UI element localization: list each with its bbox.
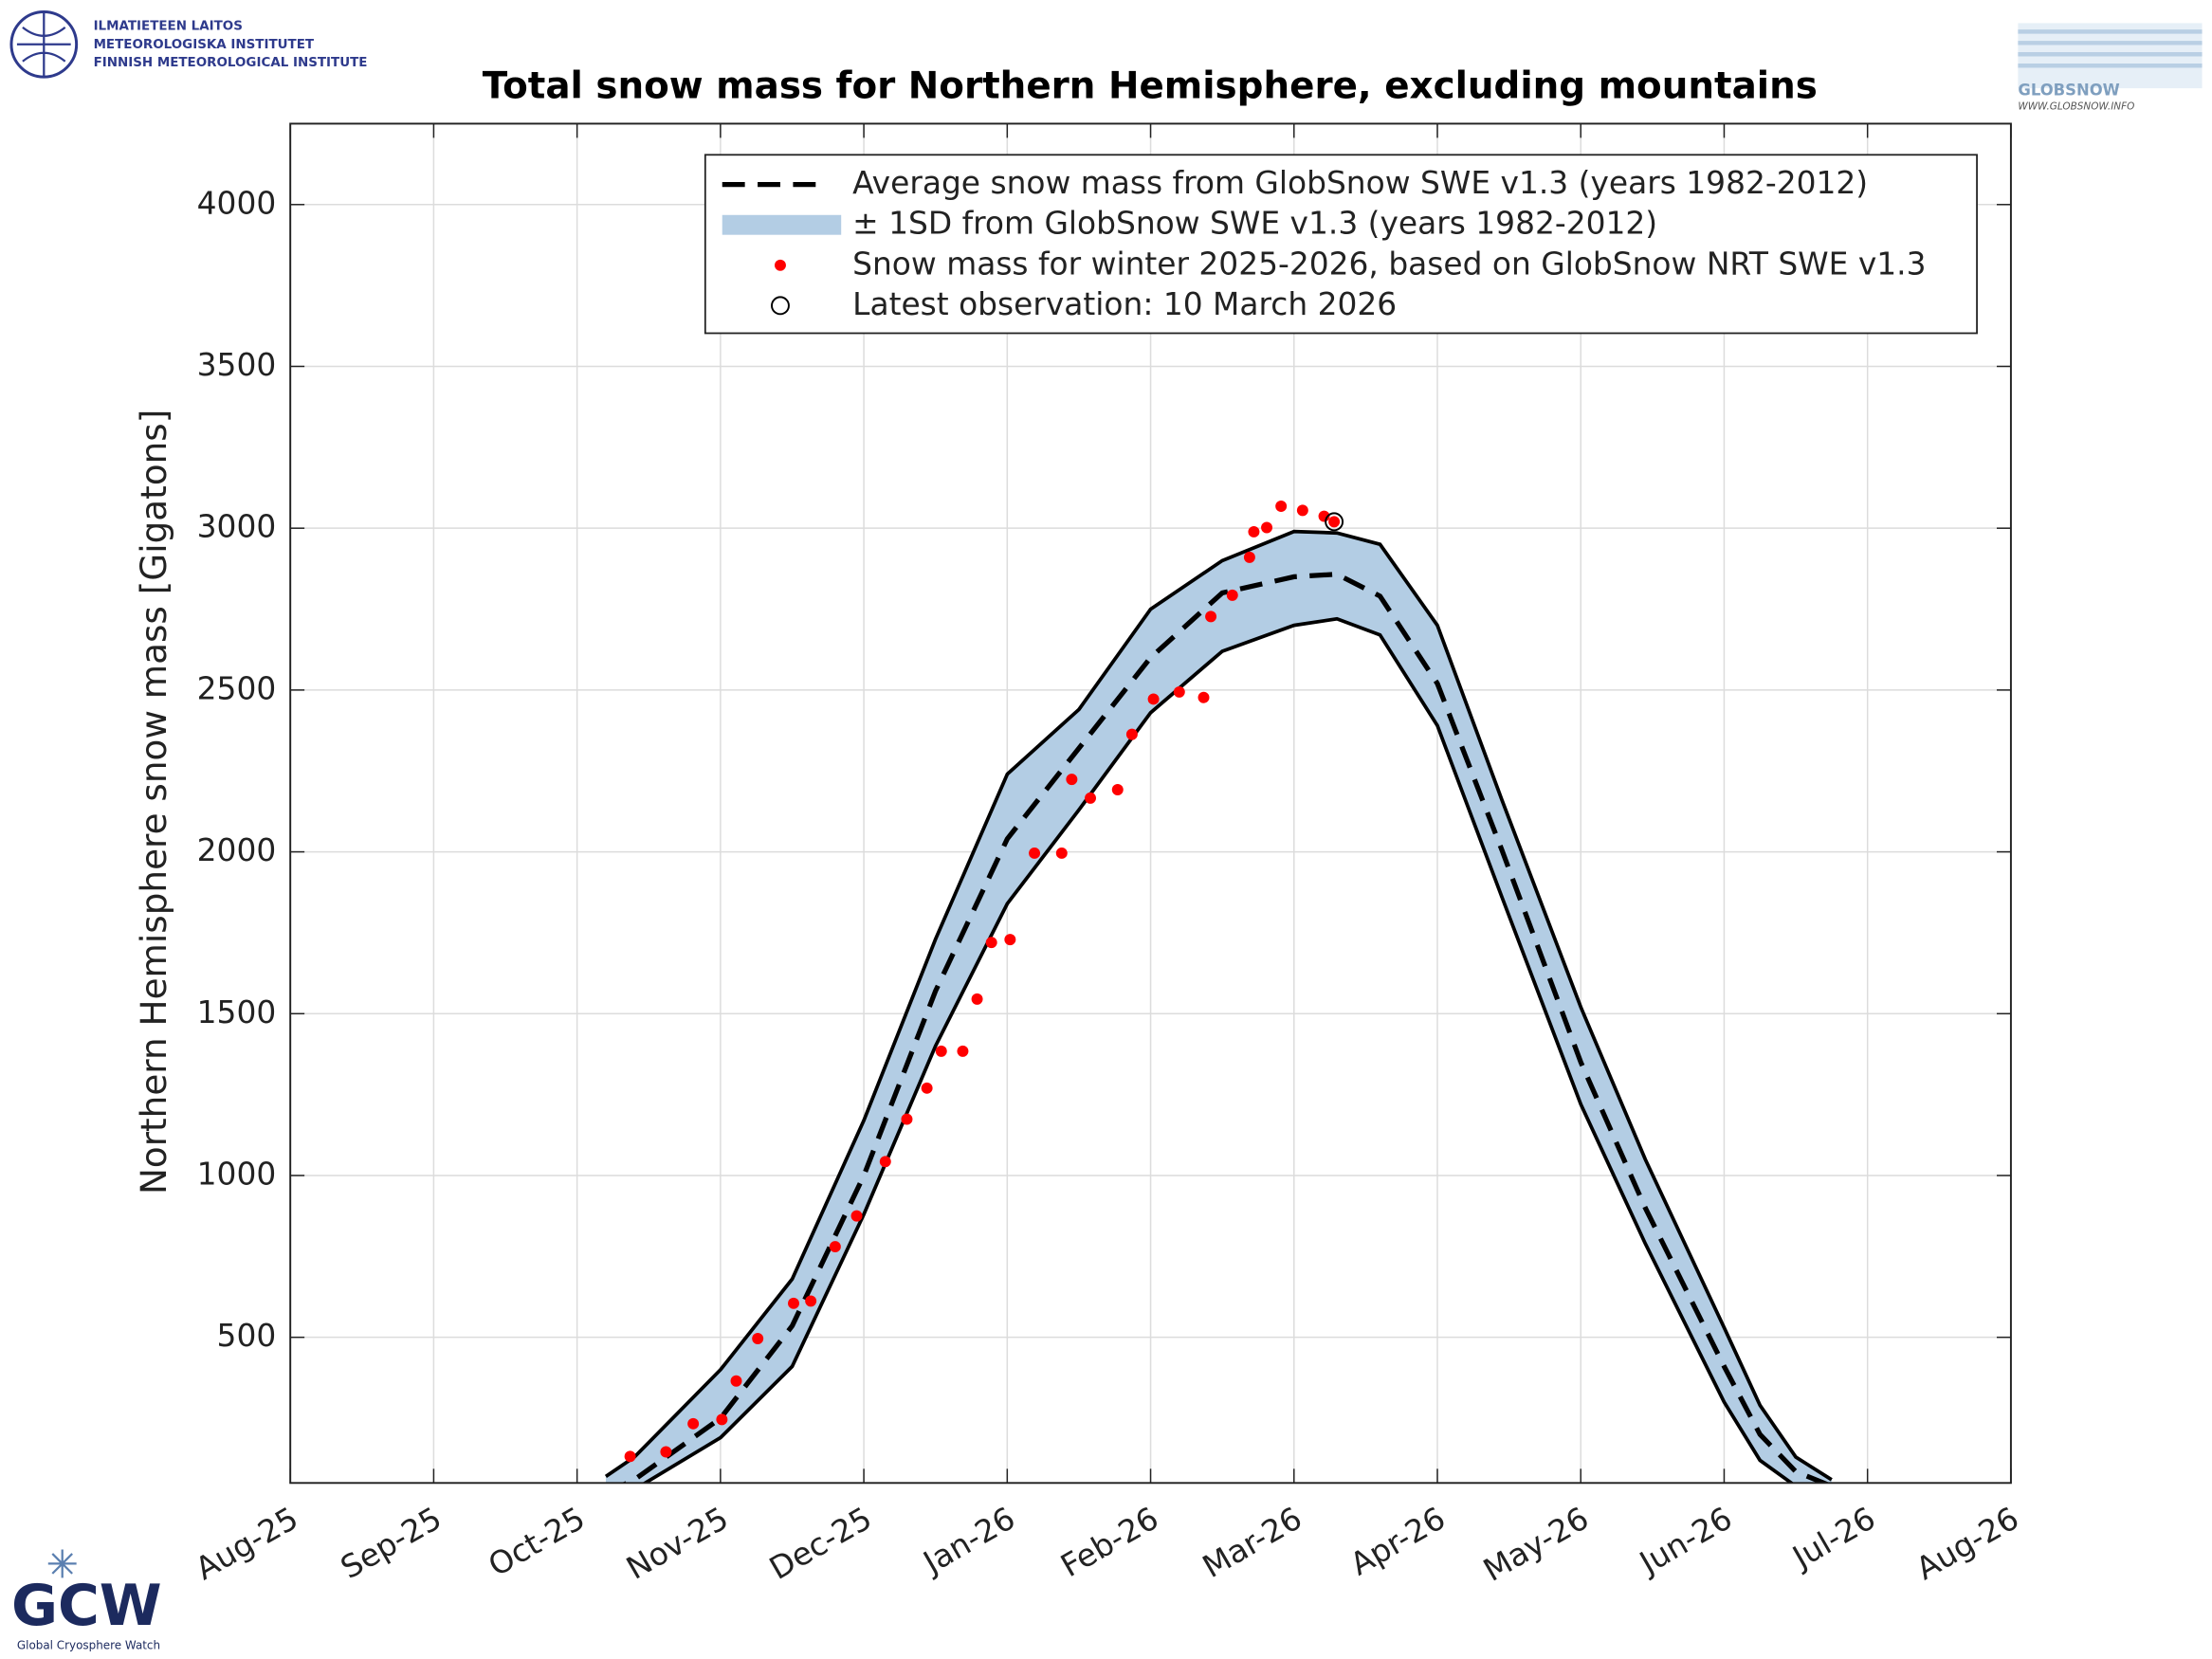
observation-point bbox=[879, 1156, 891, 1168]
sd-upper-line bbox=[604, 529, 1833, 1482]
observation-point bbox=[1261, 521, 1273, 534]
x-tick-label: Feb-26 bbox=[1054, 1500, 1164, 1584]
gcw-logo: GCW Global Cryosphere Watch bbox=[11, 1549, 162, 1652]
observation-point bbox=[805, 1295, 817, 1307]
observation-point bbox=[935, 1045, 947, 1057]
chart-title: Total snow mass for Northern Hemisphere,… bbox=[483, 65, 1818, 108]
sd-band bbox=[605, 531, 1832, 1484]
observation-point bbox=[687, 1417, 700, 1430]
observation-point bbox=[1147, 693, 1160, 705]
observation-point bbox=[730, 1375, 742, 1387]
observation-point bbox=[921, 1082, 933, 1094]
observation-point bbox=[1004, 934, 1016, 946]
y-tick-label: 4000 bbox=[197, 185, 277, 221]
fmi-emblem-lines bbox=[16, 11, 71, 78]
observation-point bbox=[1066, 774, 1078, 786]
grid bbox=[289, 123, 2012, 1484]
x-tick-label: Apr-26 bbox=[1344, 1500, 1452, 1582]
observation-point bbox=[1055, 847, 1068, 859]
fmi-logo: ILMATIETEEN LAITOS METEOROLOGISKA INSTIT… bbox=[9, 9, 368, 79]
average-line bbox=[621, 572, 1831, 1484]
x-tick-label: Mar-26 bbox=[1197, 1500, 1307, 1585]
globsnow-name: GLOBSNOW bbox=[2018, 82, 2119, 100]
observation-point bbox=[1125, 728, 1138, 740]
legend: Average snow mass from GlobSnow SWE v1.3… bbox=[704, 154, 1978, 335]
y-tick-label: 500 bbox=[217, 1318, 277, 1354]
fmi-name: ILMATIETEEN LAITOS bbox=[94, 19, 243, 33]
observation-point bbox=[752, 1333, 764, 1345]
legend-symbol bbox=[774, 259, 786, 271]
legend-label: Snow mass for winter 2025-2026, based on… bbox=[852, 246, 1926, 282]
y-tick-label: 2500 bbox=[197, 670, 277, 706]
observation-point bbox=[1205, 611, 1217, 623]
plot-area bbox=[604, 500, 1833, 1484]
gcw-name: GCW bbox=[11, 1574, 162, 1639]
legend-symbol bbox=[771, 296, 790, 316]
x-tick-label: Sep-25 bbox=[335, 1500, 448, 1586]
y-tick-label: 3500 bbox=[197, 347, 277, 383]
legend-label: Latest observation: 10 March 2026 bbox=[852, 286, 1397, 322]
globsnow-stripes bbox=[2018, 29, 2203, 68]
y-tick-label: 3000 bbox=[197, 509, 277, 545]
globsnow-url: WWW.GLOBSNOW.INFO bbox=[2018, 101, 2134, 113]
x-tick-label: Dec-25 bbox=[763, 1500, 878, 1587]
globsnow-logo: GLOBSNOW WWW.GLOBSNOW.INFO bbox=[2018, 23, 2203, 113]
observation-point bbox=[660, 1446, 672, 1458]
fmi-name: METEOROLOGISKA INSTITUTET bbox=[94, 38, 315, 52]
x-tick-label: Jul-26 bbox=[1785, 1500, 1882, 1577]
observation-point bbox=[1085, 792, 1097, 804]
y-axis-label: Northern Hemisphere snow mass [Gigatons] bbox=[133, 410, 174, 1194]
gcw-flake bbox=[47, 1549, 77, 1578]
y-tick-label: 2000 bbox=[197, 832, 277, 868]
sd-lower-line bbox=[641, 616, 1795, 1484]
observation-point bbox=[1111, 784, 1124, 796]
observation-point bbox=[901, 1113, 913, 1125]
observation-point bbox=[829, 1241, 841, 1253]
x-tick-label: Jun-26 bbox=[1633, 1500, 1739, 1581]
observation-point bbox=[1226, 589, 1238, 601]
observation-point bbox=[985, 937, 997, 949]
y-tick-label: 1000 bbox=[197, 1156, 277, 1192]
observation-point bbox=[1197, 691, 1210, 703]
observation-point bbox=[850, 1210, 863, 1222]
observation-point bbox=[1243, 551, 1255, 563]
legend-label: ± 1SD from GlobSnow SWE v1.3 (years 1982… bbox=[852, 206, 1657, 242]
gcw-full: Global Cryosphere Watch bbox=[17, 1639, 160, 1652]
observation-point bbox=[1173, 685, 1185, 698]
observation-point bbox=[957, 1045, 969, 1057]
x-tick-label: Oct-25 bbox=[483, 1500, 592, 1583]
x-tick-label: Jan-26 bbox=[916, 1500, 1021, 1581]
fmi-name: FINNISH METEOROLOGICAL INSTITUTE bbox=[94, 56, 368, 70]
x-tick-label: Aug-26 bbox=[1910, 1500, 2025, 1587]
x-tick-label: May-26 bbox=[1477, 1500, 1595, 1588]
observation-point bbox=[971, 993, 983, 1005]
ticks: 500 1000 1500 2000 2500 3000 3500 4000 Aug-25 Sep… bbox=[190, 123, 2025, 1589]
observation-point bbox=[624, 1450, 636, 1463]
latest-observation bbox=[1325, 512, 1344, 532]
observation-point bbox=[1296, 504, 1308, 517]
observation-point bbox=[1275, 500, 1288, 512]
legend-label: Average snow mass from GlobSnow SWE v1.3… bbox=[852, 165, 1868, 201]
observation-point bbox=[716, 1413, 728, 1426]
y-tick-label: 1500 bbox=[197, 994, 277, 1030]
x-tick-label: Aug-25 bbox=[190, 1500, 304, 1587]
observation-point bbox=[1328, 516, 1341, 528]
legend-box bbox=[704, 154, 1978, 335]
observation-point bbox=[1248, 525, 1260, 538]
observation-point bbox=[1029, 847, 1041, 859]
observation-point bbox=[788, 1297, 799, 1309]
legend-symbol bbox=[722, 214, 842, 235]
x-tick-label: Nov-25 bbox=[620, 1500, 734, 1586]
